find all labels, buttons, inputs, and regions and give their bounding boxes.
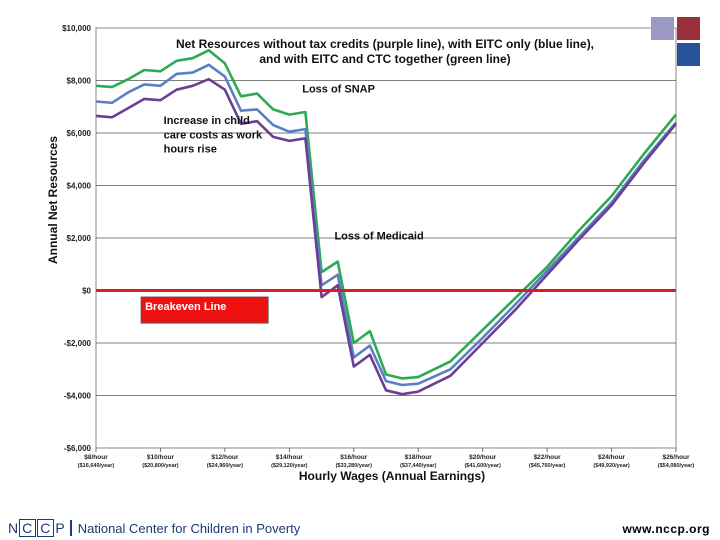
- y-tick-label: -$2,000: [64, 339, 92, 348]
- x-tick-label: $14/hour: [276, 454, 304, 461]
- logo-letter-n: N: [8, 520, 20, 536]
- nccp-logo: N C C P National Center for Children in …: [8, 519, 300, 537]
- x-tick-label: $24/hour: [598, 454, 626, 461]
- series-line-2: [95, 77, 678, 396]
- logo-letter-c1: C: [19, 519, 37, 537]
- x-tick-label: $26/hour: [662, 454, 690, 461]
- y-tick-label: $0: [82, 287, 91, 296]
- annotation: Loss of SNAP: [302, 83, 375, 95]
- chart-title-line1: Net Resources without tax credits (purpl…: [176, 37, 594, 51]
- annotation: Loss of Medicaid: [334, 230, 423, 242]
- logo-divider: [69, 520, 72, 536]
- y-tick-label: $4,000: [67, 182, 92, 191]
- y-tick-label: -$4,000: [64, 392, 92, 401]
- x-tick-sublabel: ($24,960/year): [207, 463, 244, 469]
- x-tick-sublabel: ($49,920/year): [593, 463, 630, 469]
- annotations: Loss of SNAP Increase in child care costs …: [164, 83, 424, 242]
- x-tick-sublabel: ($29,120/year): [271, 463, 308, 469]
- x-tick-sublabel: ($33,280/year): [336, 463, 373, 469]
- breakeven-group: Breakeven Line: [96, 289, 676, 324]
- x-tick-sublabel: ($37,440/year): [400, 463, 437, 469]
- x-tick-label: $18/hour: [405, 454, 433, 461]
- x-tick-label: $16/hour: [340, 454, 368, 461]
- x-tick-label: $12/hour: [211, 454, 239, 461]
- x-tick-label: $8/hour: [84, 454, 108, 461]
- y-tick-label: $2,000: [67, 234, 92, 243]
- y-tick-label: $6,000: [67, 129, 92, 138]
- y-axis-ticks: -$6,000 -$4,000 -$2,000 $0 $2,000 $4,000 $6,00…: [62, 24, 91, 453]
- x-tick-sublabel: ($16,640/year): [78, 463, 115, 469]
- site-url[interactable]: www.nccp.org: [622, 522, 710, 536]
- x-tick-sublabel: ($54,080/year): [658, 463, 695, 469]
- net-resources-chart: -$6,000 -$4,000 -$2,000 $0 $2,000 $4,000 $6,00…: [46, 24, 695, 483]
- y-tick-label: $8,000: [67, 77, 92, 86]
- x-axis-label: Hourly Wages (Annual Earnings): [299, 469, 485, 483]
- decor-square-lavender: [651, 17, 674, 40]
- chart-title-line2: and with EITC and CTC together (green li…: [259, 52, 510, 66]
- annotation: hours rise: [164, 144, 217, 156]
- org-name: National Center for Children in Poverty: [77, 520, 301, 536]
- annotation: care costs as work: [164, 129, 263, 141]
- x-tick-sublabel: ($45,760/year): [529, 463, 566, 469]
- y-tick-label: $10,000: [62, 24, 91, 33]
- series-line-0: [95, 48, 678, 380]
- decor-square-maroon: [677, 17, 700, 40]
- y-axis-label: Annual Net Resources: [46, 136, 60, 264]
- gridlines: [96, 80, 676, 396]
- breakeven-label-box: [140, 296, 269, 324]
- decor-square-blue: [677, 43, 700, 66]
- logo-letter-c2: C: [37, 519, 55, 537]
- x-tick-sublabel: ($41,600/year): [464, 463, 501, 469]
- breakeven-label: Breakeven Line: [145, 301, 226, 313]
- x-tick-label: $22/hour: [534, 454, 562, 461]
- x-tick-label: $10/hour: [147, 454, 175, 461]
- x-tick-label: $20/hour: [469, 454, 497, 461]
- series-lines: [95, 48, 678, 396]
- x-axis-ticks: $8/hour ($16,640/year) $10/hour ($20,800/ye…: [78, 448, 695, 469]
- x-tick-sublabel: ($20,800/year): [142, 463, 179, 469]
- y-tick-label: -$6,000: [64, 444, 92, 453]
- annotation: Increase in child: [164, 115, 250, 127]
- logo-letter-p: P: [55, 520, 66, 536]
- footer: N C C P National Center for Children in …: [0, 516, 720, 540]
